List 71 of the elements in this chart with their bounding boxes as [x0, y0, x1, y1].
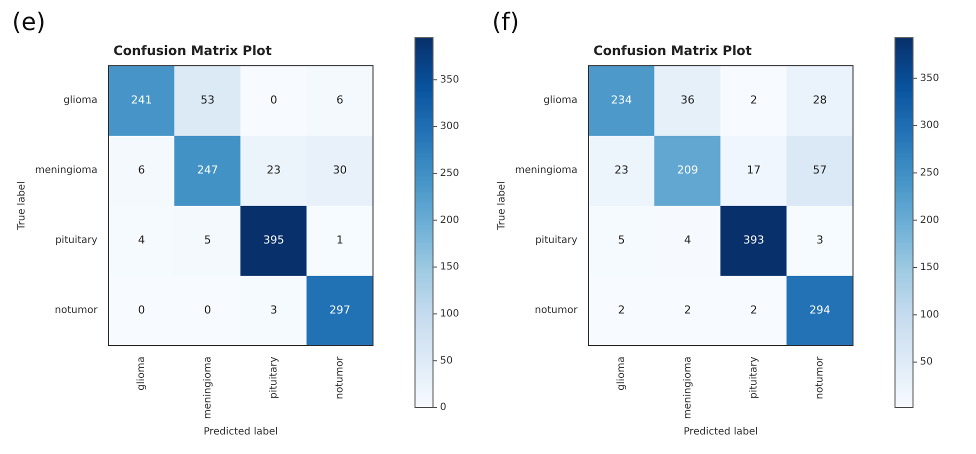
- data-label: 6: [336, 93, 344, 106]
- data-label: 36: [680, 93, 695, 106]
- color-bar-label: 100: [920, 309, 940, 320]
- data-label: 3: [816, 233, 824, 246]
- data-label: 247: [197, 163, 218, 176]
- color-bar-label: 100: [440, 308, 460, 320]
- data-label: 4: [138, 233, 146, 246]
- color-bar-label: 0: [440, 402, 446, 414]
- x-tick-label: meningioma: [682, 356, 694, 420]
- color-bar-label: 300: [440, 121, 460, 132]
- data-label: 17: [746, 163, 761, 176]
- data-label: 2: [750, 303, 758, 316]
- x-tick-label: glioma: [616, 356, 628, 390]
- color-bar-label: 300: [920, 120, 940, 132]
- data-label: 57: [812, 163, 827, 176]
- data-label: 234: [611, 93, 632, 106]
- color-bar-label: 350: [440, 74, 460, 86]
- data-label: 241: [131, 93, 152, 106]
- y-axis-title: True label: [16, 181, 28, 231]
- x-tick-label: pituitary: [748, 356, 760, 399]
- data-label: 2: [684, 303, 692, 316]
- data-label: 5: [618, 233, 626, 246]
- x-axis-title: Predicted label: [204, 426, 278, 438]
- data-label: 2: [750, 93, 758, 106]
- data-label: 0: [270, 93, 278, 106]
- data-label: 393: [743, 233, 764, 246]
- y-tick-label: glioma: [544, 95, 578, 106]
- y-tick-label: pituitary: [535, 235, 578, 246]
- color-bar-label: 50: [440, 355, 453, 366]
- y-axis-title: True label: [496, 181, 508, 231]
- y-tick-label: notumor: [54, 305, 98, 316]
- color-bar-label: 150: [920, 262, 940, 274]
- data-label: 23: [266, 163, 281, 176]
- data-label: 30: [332, 163, 347, 176]
- x-tick-label: meningioma: [202, 356, 214, 420]
- data-label: 2: [618, 303, 626, 316]
- color-bar-label: 200: [440, 214, 460, 226]
- x-tick-label: notumor: [814, 356, 826, 400]
- data-label: 3: [270, 303, 278, 316]
- data-label: 6: [138, 163, 146, 176]
- data-label: 294: [809, 303, 830, 316]
- data-label: 209: [677, 163, 698, 176]
- color-bar-label: 150: [440, 262, 460, 273]
- data-label: 28: [812, 93, 827, 106]
- data-label: 1: [336, 233, 344, 246]
- text: (e): [12, 8, 46, 36]
- chart-title: Confusion Matrix Plot: [593, 44, 752, 60]
- color-bar-label: 50: [920, 356, 933, 368]
- text: (f): [492, 8, 520, 36]
- color-bar-label: 350: [920, 72, 940, 84]
- y-tick-label: pituitary: [55, 235, 98, 246]
- y-tick-label: meningioma: [34, 165, 98, 176]
- x-tick-label: notumor: [334, 356, 346, 400]
- data-label: 5: [204, 233, 212, 246]
- data-label: 4: [684, 233, 692, 246]
- data-label: 23: [614, 163, 629, 176]
- data-label: 0: [138, 303, 146, 316]
- y-tick-label: meningioma: [514, 165, 578, 176]
- x-axis-title: Predicted label: [684, 426, 758, 438]
- color-bar-label: 250: [920, 167, 940, 178]
- x-tick-label: pituitary: [268, 356, 280, 399]
- color-bar-label: 200: [920, 214, 940, 226]
- data-label: 0: [204, 303, 212, 316]
- data-label: 297: [329, 303, 350, 316]
- y-tick-label: notumor: [534, 305, 578, 316]
- chart-title: Confusion Matrix Plot: [113, 44, 272, 60]
- color-bar-label: 250: [440, 168, 460, 179]
- y-tick-label: glioma: [64, 95, 98, 106]
- data-label: 395: [263, 233, 284, 246]
- x-tick-label: glioma: [136, 356, 148, 390]
- data-label: 53: [200, 93, 215, 106]
